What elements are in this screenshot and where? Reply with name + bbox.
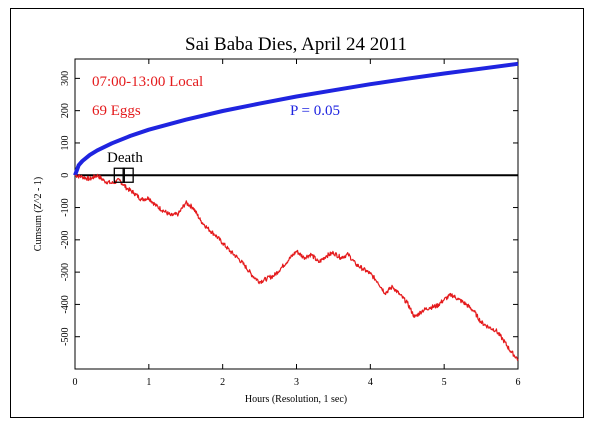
time-window-label: 07:00-13:00 Local (92, 74, 203, 90)
x-tick-label: 4 (368, 377, 373, 388)
x-axis-label: Hours (Resolution, 1 sec) (245, 394, 347, 405)
cumsum-data-line (74, 173, 519, 361)
event-marker-start (113, 167, 125, 183)
y-tick-label: -200 (60, 231, 71, 249)
p-value-label: P = 0.05 (290, 103, 340, 119)
y-tick-label: 200 (60, 103, 71, 118)
chart-title: Sai Baba Dies, April 24 2011 (185, 34, 407, 55)
event-label: Death (107, 150, 143, 166)
y-tick-label: 0 (60, 173, 71, 178)
x-tick-label: 5 (442, 377, 447, 388)
probability-envelope-line (73, 61, 519, 176)
x-tick-label: 1 (146, 377, 151, 388)
x-tick-label: 0 (73, 377, 78, 388)
chart-frame (10, 8, 584, 418)
x-tick-label: 3 (294, 377, 299, 388)
event-marker-end (122, 167, 134, 183)
y-tick-label: -300 (60, 263, 71, 281)
y-tick-label: 300 (60, 71, 71, 86)
y-tick-label: 100 (60, 135, 71, 150)
y-tick-label: -500 (60, 328, 71, 346)
y-axis: -500 -400 -300 -200 -100 0 100 200 300 (60, 71, 518, 346)
y-axis-label: Cumsum (Z^2 - 1) (33, 177, 44, 251)
y-tick-label: -100 (60, 198, 71, 216)
x-tick-label: 6 (516, 377, 521, 388)
x-axis: 0 1 2 3 4 5 6 (73, 59, 521, 388)
y-tick-label: -400 (60, 295, 71, 313)
x-tick-label: 2 (220, 377, 225, 388)
eggs-count-label: 69 Eggs (92, 103, 141, 119)
